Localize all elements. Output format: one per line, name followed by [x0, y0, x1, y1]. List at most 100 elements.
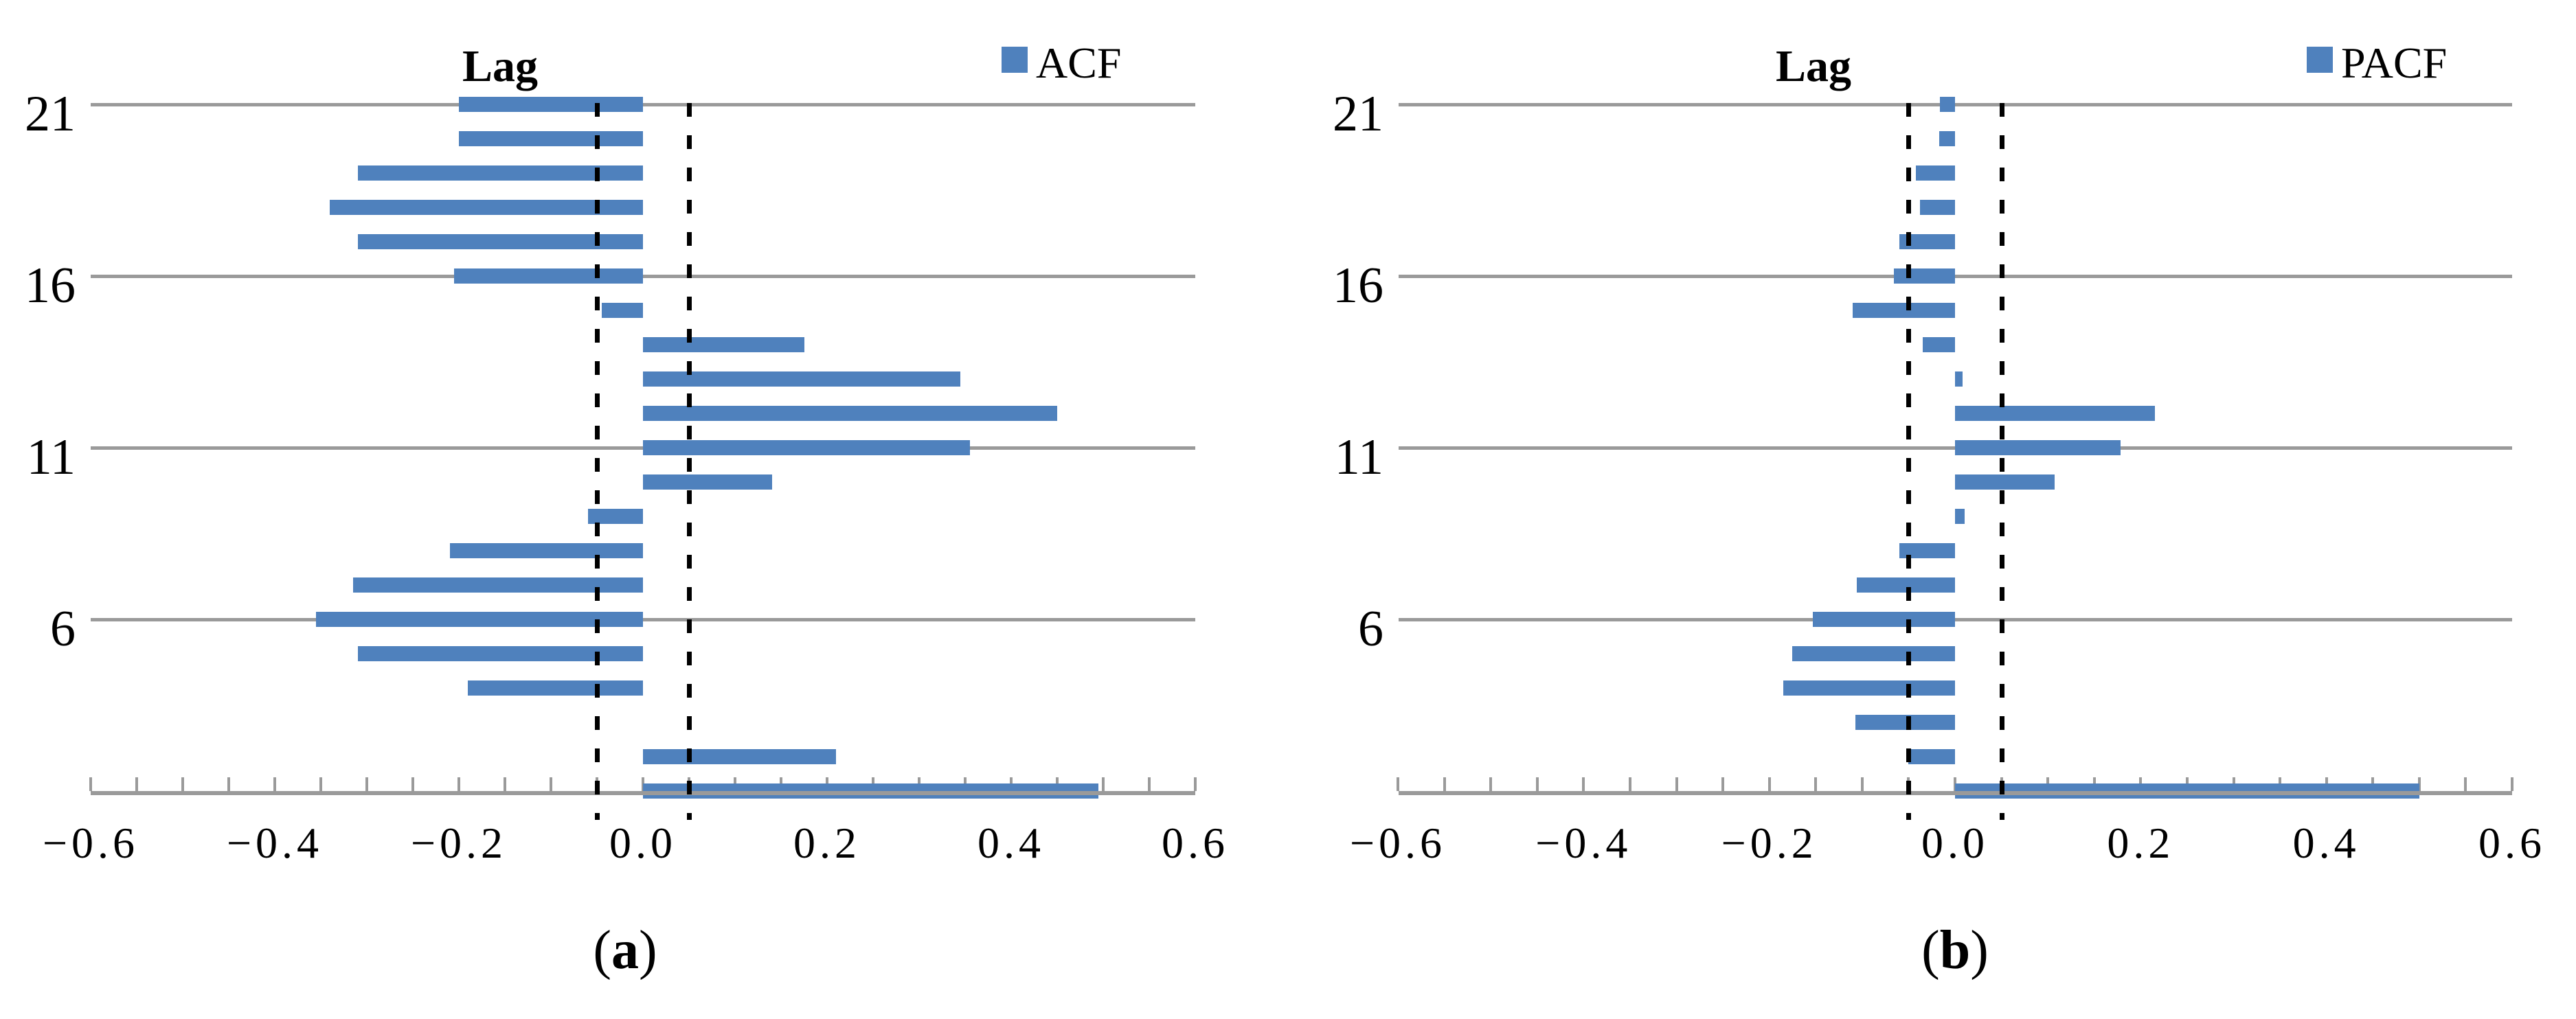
- axis-tick: [550, 777, 552, 791]
- axis-tick: [1628, 777, 1631, 791]
- acf-bar-lag-16: [454, 268, 643, 284]
- axis-tick: [1814, 777, 1818, 791]
- axis-tick: [227, 777, 230, 791]
- acf-bar-lag-18: [330, 200, 643, 215]
- acf-bar-lag-4: [468, 680, 643, 696]
- x-axis-tick-label: −0.4: [226, 818, 324, 867]
- value-axis-line: [1399, 791, 2512, 795]
- legend: PACF: [2307, 37, 2447, 85]
- x-axis-tick-label: −0.2: [1721, 818, 1818, 867]
- axis-tick: [1535, 777, 1539, 791]
- acf-bar-lag-2: [643, 749, 837, 764]
- legend-label: PACF: [2341, 38, 2448, 87]
- axis-tick: [1489, 777, 1493, 791]
- x-axis-tick-label: 0.2: [793, 818, 861, 867]
- chart-title: Lag: [1775, 41, 1852, 91]
- pacf-bar-lag-3: [1855, 715, 1955, 730]
- caption-close-paren: ): [639, 920, 657, 981]
- x-axis-tick-label: −0.2: [410, 818, 508, 867]
- pacf-bar-lag-18: [1919, 200, 1955, 215]
- x-axis-tick-label: 0.2: [2107, 818, 2175, 867]
- lag-gridline: [91, 618, 1195, 621]
- acf-bar-lag-5: [357, 646, 643, 661]
- lag-axis-tick-label: 6: [50, 601, 76, 657]
- acf-bar-lag-7: [352, 577, 643, 593]
- confidence-bound-line: [1999, 103, 2004, 820]
- x-axis-tick-label: −0.4: [1535, 818, 1632, 867]
- axis-tick: [89, 777, 92, 791]
- axis-tick: [2511, 777, 2513, 791]
- acf-bar-lag-21: [459, 97, 643, 112]
- lag-gridline: [1399, 103, 2512, 106]
- pacf-bar-lag-11: [1955, 440, 2121, 455]
- legend-label: ACF: [1036, 38, 1122, 87]
- x-axis-tick-label: 0.6: [1162, 818, 1229, 867]
- pacf-bar-lag-16: [1893, 268, 1955, 284]
- lag-axis-tick-label: 11: [26, 429, 76, 485]
- acf-bar-lag-11: [643, 440, 970, 455]
- lag-gridline: [1399, 618, 2512, 621]
- pacf-bar-lag-20: [1939, 131, 1955, 146]
- confidence-bound-line: [687, 103, 692, 820]
- lag-axis-tick-label: 16: [1333, 257, 1383, 314]
- pacf-bar-lag-14: [1922, 337, 1955, 352]
- axis-tick: [135, 777, 138, 791]
- pacf-bar-lag-4: [1783, 680, 1955, 696]
- axis-tick: [1397, 777, 1399, 791]
- confidence-bound-line: [1906, 103, 1912, 820]
- axis-tick: [1721, 777, 1725, 791]
- acf-bar-lag-17: [357, 234, 643, 249]
- axis-tick: [1102, 777, 1105, 791]
- axis-tick: [2464, 777, 2467, 791]
- acf-bar-lag-19: [357, 165, 643, 181]
- pacf-bar-lag-13: [1955, 371, 1963, 387]
- caption-open-paren: (: [1921, 920, 1940, 981]
- axis-tick: [1860, 777, 1864, 791]
- confidence-bound-line: [595, 103, 600, 820]
- acf-bar-lag-12: [643, 406, 1057, 421]
- axis-tick: [457, 777, 460, 791]
- axis-tick: [1194, 777, 1197, 791]
- acf-bar-lag-10: [643, 474, 772, 490]
- x-axis-tick-label: 0.4: [2292, 818, 2360, 867]
- acf-bar-lag-13: [643, 371, 961, 387]
- acf-bar-lag-20: [459, 131, 643, 146]
- legend-swatch-icon: [1002, 47, 1028, 73]
- x-axis-tick-label: 0.0: [609, 818, 677, 867]
- chart-title: Lag: [462, 41, 539, 91]
- axis-tick: [181, 777, 184, 791]
- pacf-bar-lag-8: [1899, 543, 1955, 558]
- lag-gridline: [1399, 275, 2512, 278]
- x-axis-tick-label: 0.0: [1921, 818, 1989, 867]
- pacf-bar-lag-15: [1853, 303, 1955, 318]
- x-axis-tick-label: 0.6: [2478, 818, 2546, 867]
- lag-axis-tick-label: 11: [1334, 429, 1383, 485]
- pacf-bar-lag-17: [1899, 234, 1955, 249]
- caption-letter: a: [611, 920, 639, 981]
- axis-tick: [504, 777, 506, 791]
- caption-close-paren: ): [1970, 920, 1989, 981]
- acf-bar-lag-9: [587, 509, 643, 524]
- lag-axis-tick-label: 21: [1333, 86, 1383, 142]
- value-axis-line: [91, 791, 1195, 795]
- legend: ACF: [1002, 37, 1122, 85]
- pacf-bar-lag-19: [1916, 165, 1955, 181]
- lag-axis-tick-label: 6: [1358, 601, 1383, 657]
- axis-tick: [411, 777, 414, 791]
- pacf-bar-lag-2: [1908, 749, 1955, 764]
- acf-bar-lag-14: [643, 337, 804, 352]
- caption-letter: b: [1939, 920, 1971, 981]
- subfigure-caption: (b): [1921, 923, 1989, 978]
- pacf-bar-lag-7: [1856, 577, 1955, 593]
- pacf-bar-lag-9: [1955, 509, 1965, 524]
- pacf-bar-lag-12: [1955, 406, 2155, 421]
- lag-gridline: [91, 103, 1195, 106]
- lag-axis-tick-label: 21: [25, 86, 76, 142]
- acf-bar-lag-8: [449, 543, 643, 558]
- axis-tick: [365, 777, 368, 791]
- axis-tick: [2417, 777, 2421, 791]
- axis-tick: [1148, 777, 1151, 791]
- pacf-bar-lag-10: [1955, 474, 2055, 490]
